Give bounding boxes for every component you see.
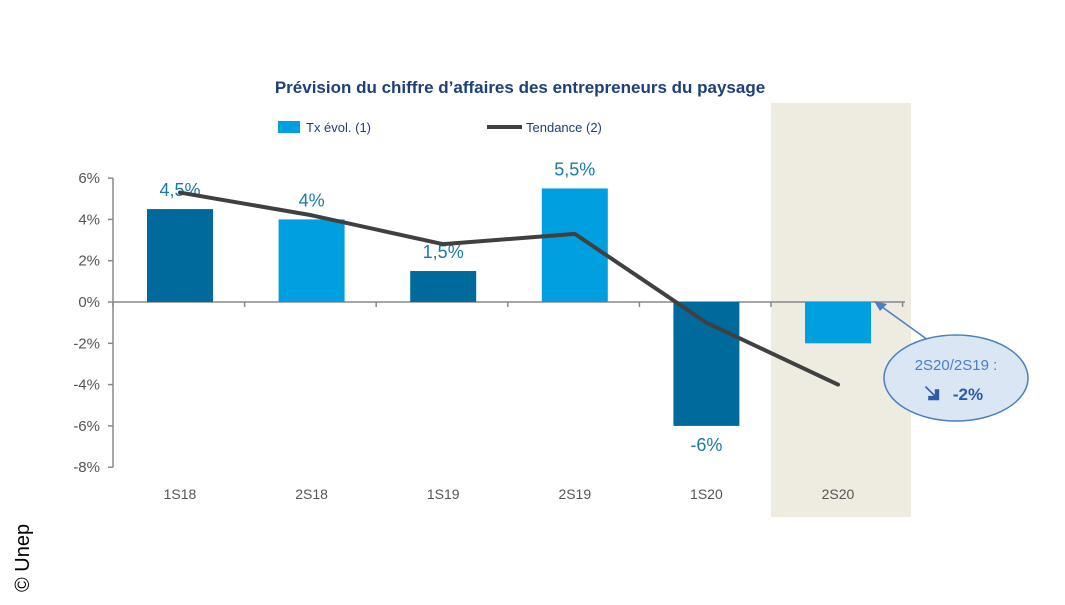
callout-line2: -2% [953,385,983,404]
bar-1S19 [410,271,476,302]
legend-swatch-bar [278,121,300,133]
legend-label-line: Tendance (2) [526,120,602,135]
x-tick-label: 2S20 [822,486,855,502]
data-label: 4,5% [159,180,200,200]
data-label: 5,5% [554,159,595,179]
chart-title: Prévision du chiffre d’affaires des entr… [275,78,765,97]
x-tick-label: 2S18 [295,486,328,502]
bar-2S19 [542,188,608,302]
y-tick-label: -6% [73,418,100,435]
x-tick-label: 1S18 [164,486,197,502]
x-tick-label: 2S19 [558,486,591,502]
y-tick-label: 2% [78,253,100,270]
x-tick-label: 1S20 [690,486,723,502]
y-tick-label: -2% [73,335,100,352]
bar-1S18 [147,209,213,302]
y-tick-label: 0% [78,294,100,311]
bar-2S18 [279,219,345,302]
copyright: © Unep [12,524,34,592]
legend: Tx évol. (1) Tendance (2) [278,120,602,135]
y-tick-label: -8% [73,459,100,476]
y-tick-label: -4% [73,377,100,394]
callout-bubble [884,335,1028,421]
legend-label-bar: Tx évol. (1) [306,120,371,135]
y-tick-label: 6% [78,170,100,187]
data-label: -6% [690,435,722,455]
y-tick-label: 4% [78,211,100,228]
callout-line1: 2S20/2S19 : [915,357,998,374]
bar-2S20 [805,302,871,343]
data-label: 4% [299,190,325,210]
x-tick-label: 1S19 [427,486,460,502]
